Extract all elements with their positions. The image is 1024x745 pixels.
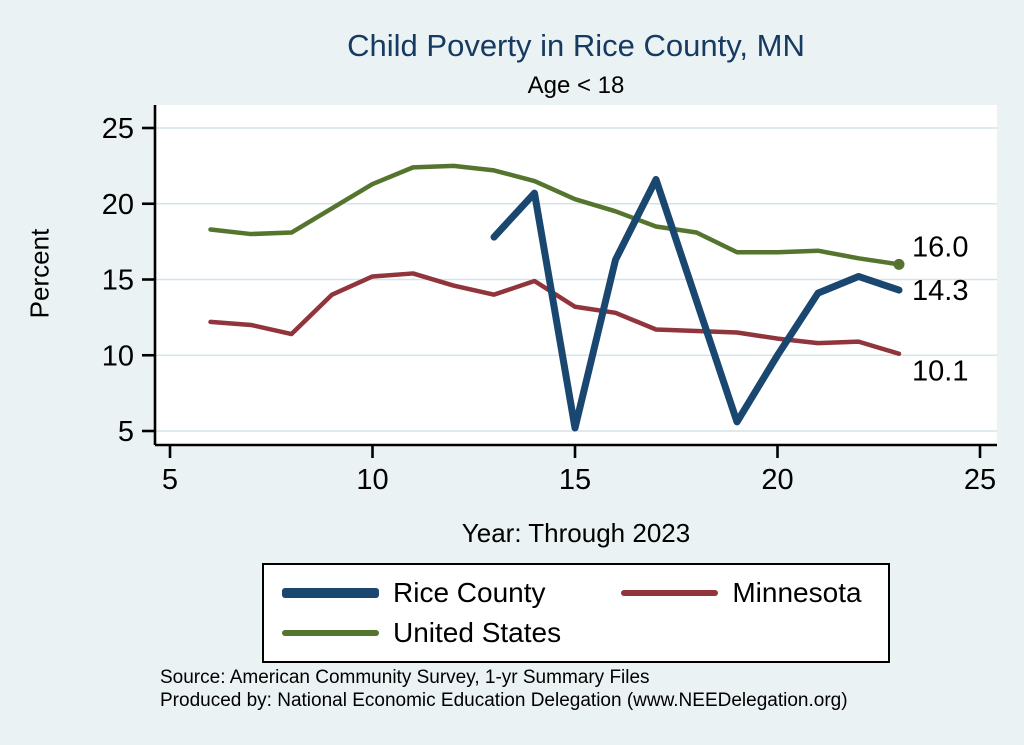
legend-item-united-states: United States [282,613,621,653]
source-note-line1: Source: American Community Survey, 1-yr … [160,667,650,688]
x-tick-label: 10 [356,464,388,496]
series-end-marker [893,258,905,270]
x-tick-label: 20 [761,464,793,496]
legend-label-minnesota: Minnesota [732,577,862,608]
chart-title: Child Poverty in Rice County, MN [347,28,805,63]
y-tick-label: 10 [102,340,134,372]
x-axis-label: Year: Through 2023 [461,518,691,548]
rice-county-line-swatch [282,588,379,598]
legend-label-united-states: United States [393,617,562,648]
y-tick-label: 20 [102,189,134,221]
legend: Rice County Minnesota United States [262,563,890,663]
x-tick-label: 5 [162,464,178,496]
chart-subtitle: Age < 18 [527,72,625,99]
legend-label-rice-county: Rice County [393,577,546,608]
y-axis-label: Percent [24,228,55,319]
series-line-united-states [208,163,902,267]
x-tick-label: 15 [559,464,591,496]
series-end-label: 10.1 [912,356,968,388]
series-end-label: 14.3 [912,275,968,307]
series-end-label: 16.0 [912,231,968,263]
legend-item-rice-county: Rice County [282,573,621,613]
plot-area [155,105,997,445]
minnesota-line-swatch [621,590,719,596]
source-note-line2: Produced by: National Economic Education… [160,690,848,711]
x-tick-label: 25 [964,464,996,496]
legend-item-minnesota: Minnesota [621,573,876,613]
y-tick-label: 15 [102,265,134,297]
y-tick-label: 25 [102,113,134,145]
source-notes: Source: American Community Survey, 1-yr … [160,666,848,712]
y-tick-label: 5 [118,416,134,448]
united-states-line-swatch [282,630,379,636]
series-line-rice-county [490,176,903,432]
